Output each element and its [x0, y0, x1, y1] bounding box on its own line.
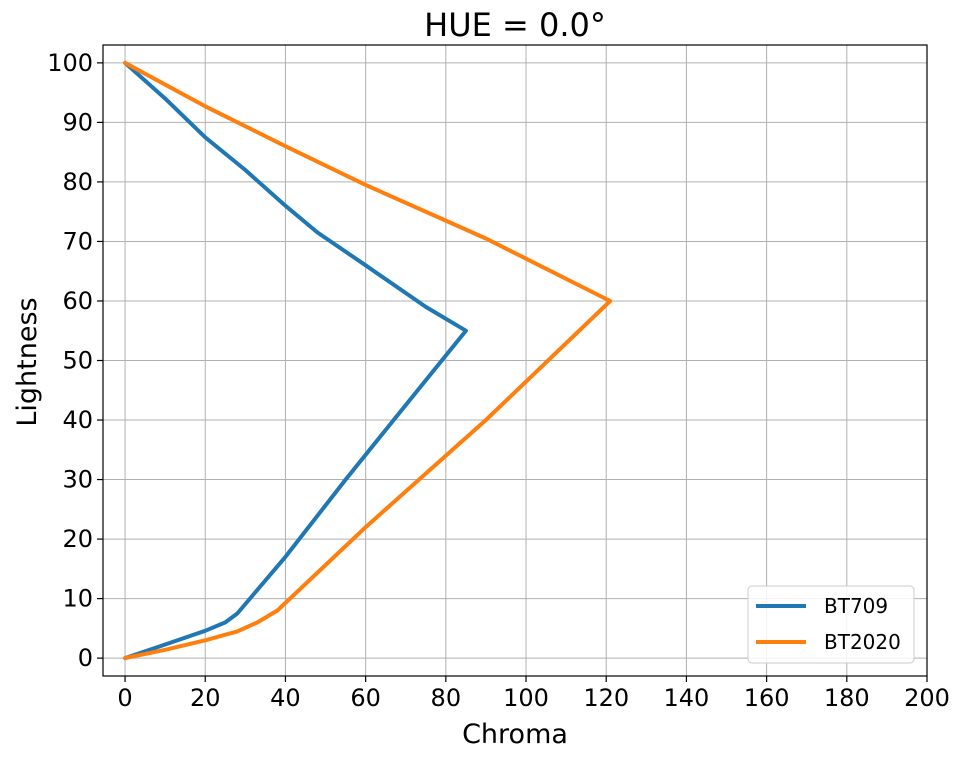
y-tick-label: 30 [62, 466, 93, 494]
y-tick-label: 50 [62, 347, 93, 375]
x-tick-label: 160 [744, 684, 790, 712]
series-line-bt2020 [123, 60, 613, 661]
x-tick-label: 20 [190, 684, 221, 712]
x-tick-label: 80 [431, 684, 462, 712]
x-axis-label: Chroma [462, 719, 568, 750]
legend: BT709 BT2020 [747, 585, 915, 664]
y-axis-label: Lightness [12, 297, 43, 426]
series-layer [123, 60, 613, 661]
x-tick-label: 120 [583, 684, 629, 712]
legend-items: BT709 BT2020 [756, 594, 901, 654]
x-tick-label: 180 [824, 684, 870, 712]
ticks-layer: 0 20 40 60 80 100 120 140 160 180 200 0 10 20 30 40 50 60… [47, 49, 950, 712]
y-tick-label: 60 [62, 287, 93, 315]
y-tick-label: 0 [78, 644, 93, 672]
y-tick-label: 90 [62, 108, 93, 136]
x-tick-label: 60 [350, 684, 381, 712]
y-tick-label: 100 [47, 49, 93, 77]
legend-label-bt709: BT709 [824, 594, 888, 618]
series-line-bt709 [123, 60, 468, 661]
x-tick-label: 100 [503, 684, 549, 712]
x-tick-label: 0 [117, 684, 132, 712]
legend-label-bt2020: BT2020 [824, 630, 901, 654]
x-tick-label: 200 [904, 684, 950, 712]
y-tick-label: 80 [62, 168, 93, 196]
x-tick-label: 140 [664, 684, 710, 712]
y-tick-label: 20 [62, 525, 93, 553]
x-tick-label: 40 [270, 684, 301, 712]
chart-title: HUE = 0.0° [424, 6, 606, 44]
grid-layer [103, 45, 928, 676]
y-tick-label: 10 [62, 585, 93, 613]
y-tick-label: 70 [62, 227, 93, 255]
y-tick-label: 40 [62, 406, 93, 434]
